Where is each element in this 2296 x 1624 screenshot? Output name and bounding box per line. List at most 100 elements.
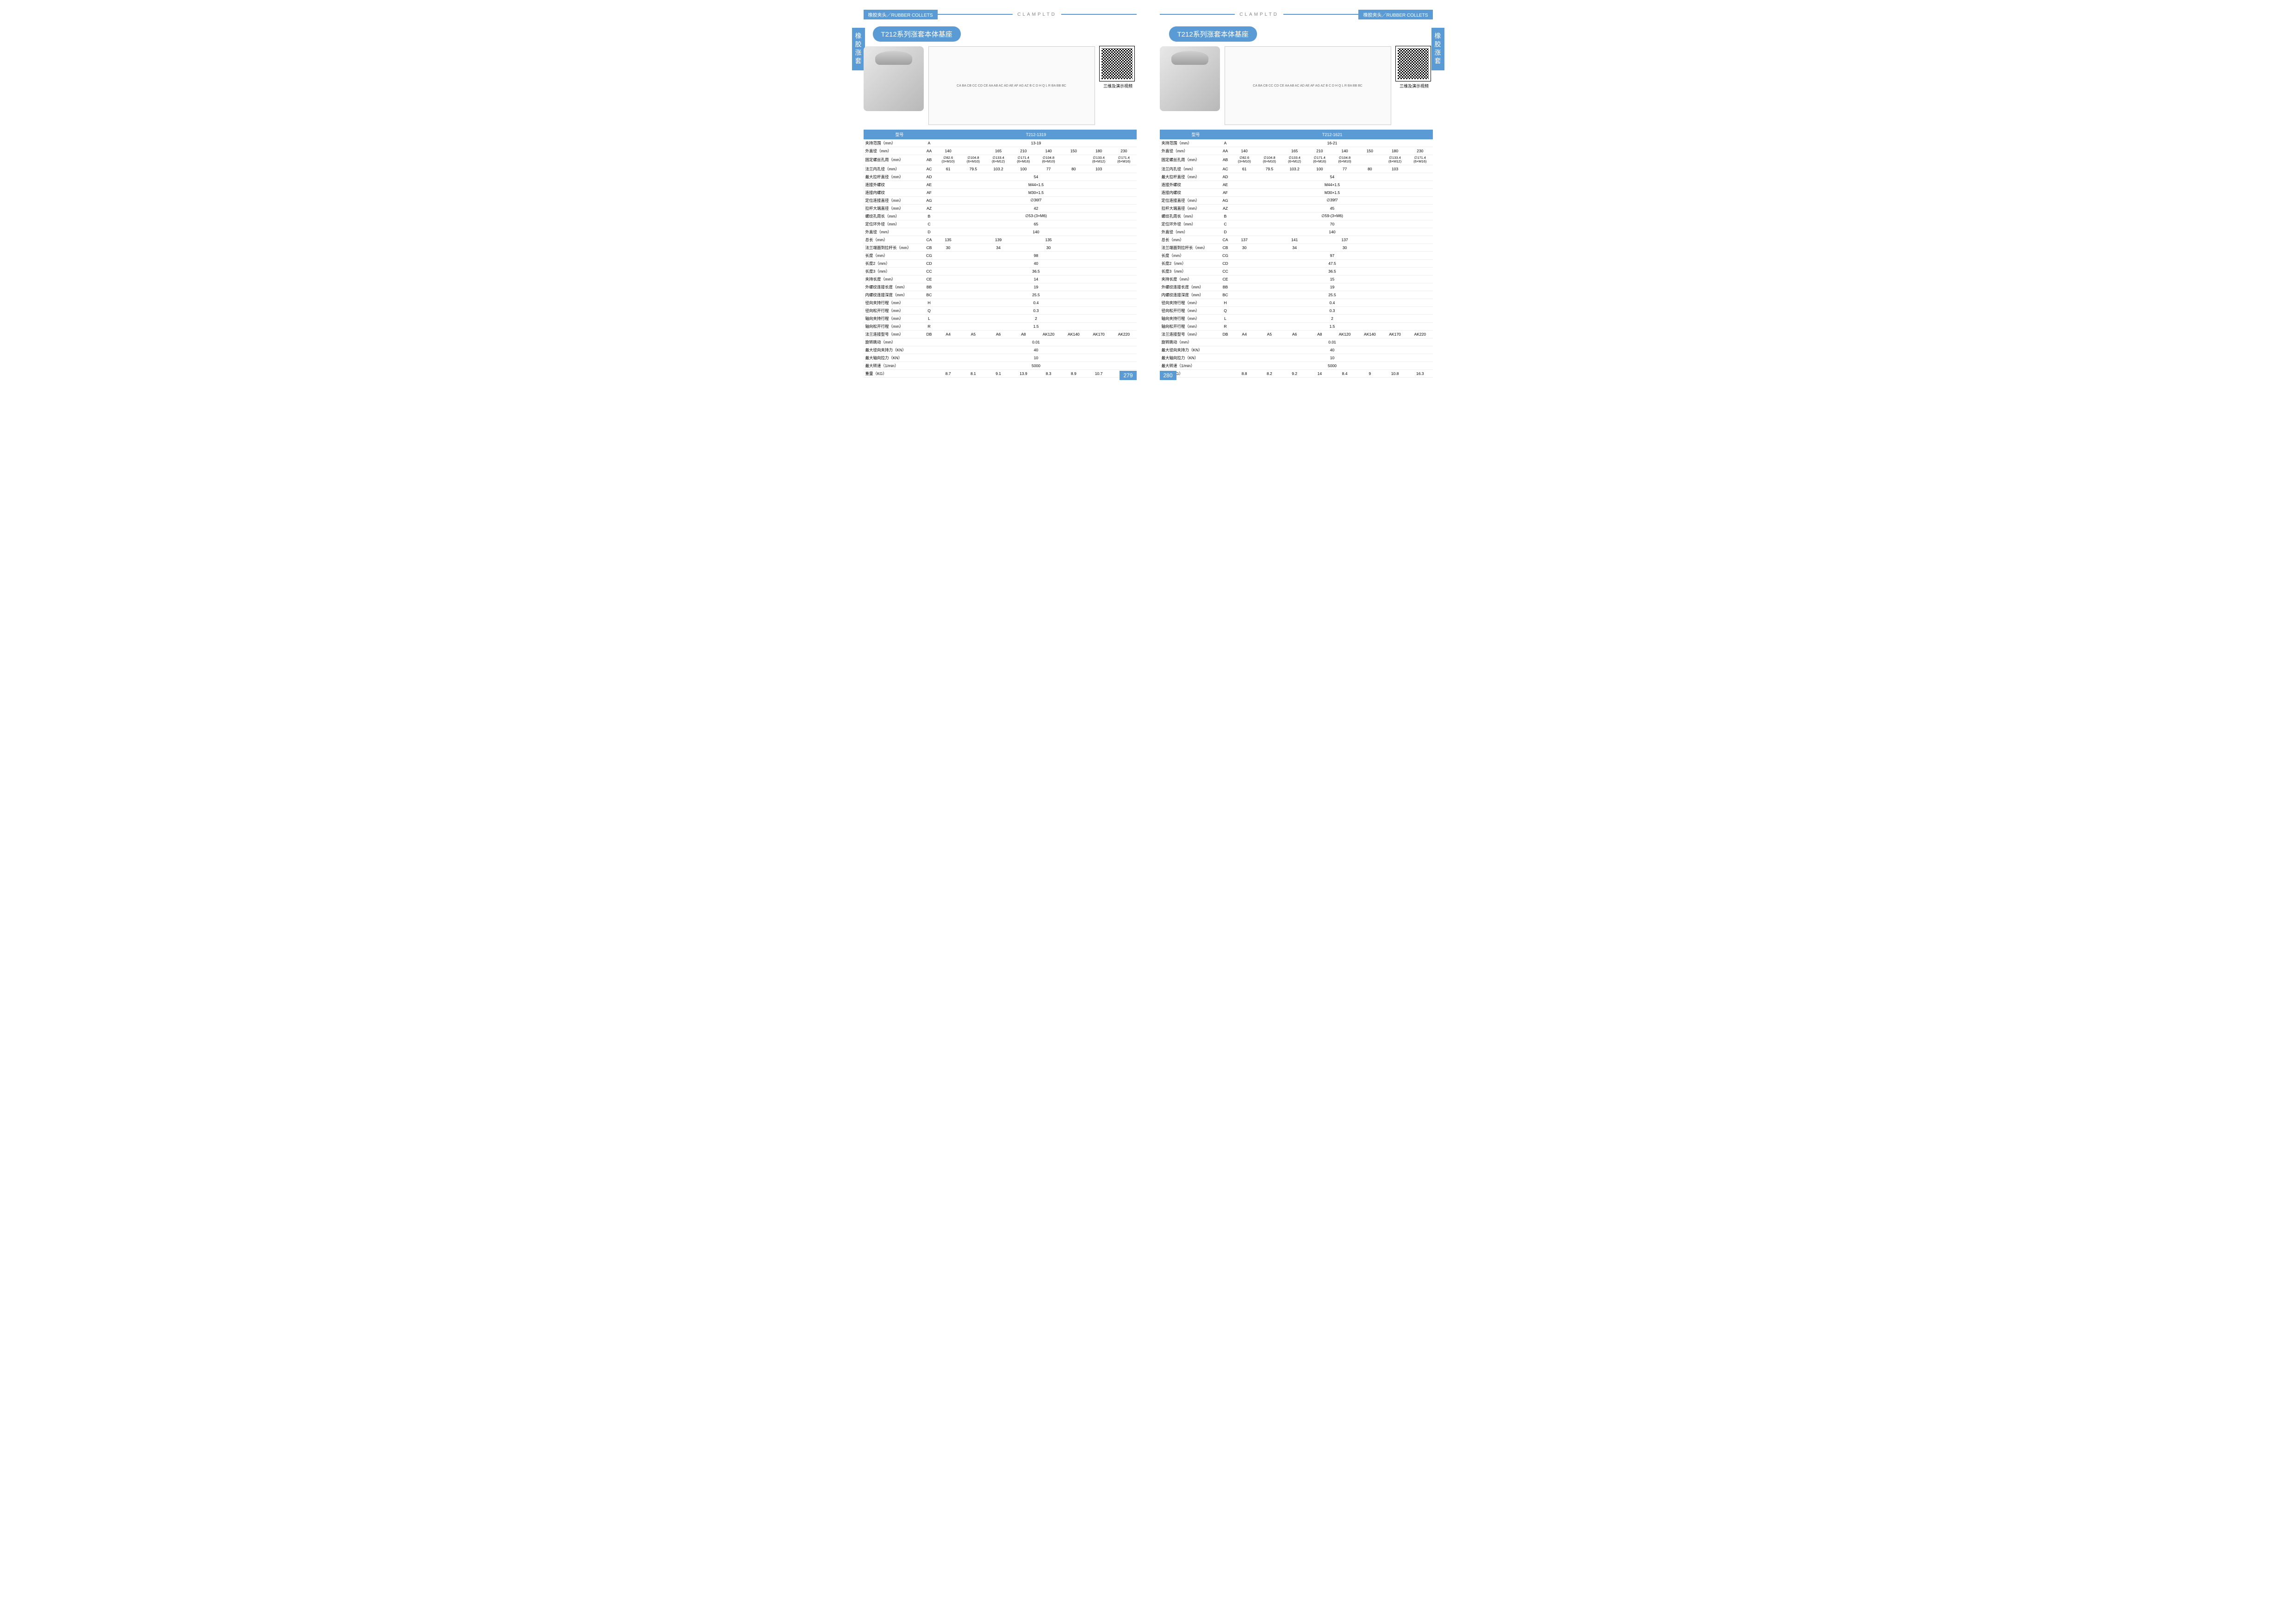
cell: 40 (936, 346, 1137, 354)
cell: ∅59-(3×M6) (1232, 212, 1433, 220)
cell: 34 (1282, 244, 1307, 251)
cell: 70 (1232, 220, 1433, 228)
row-label: 长度（mm） (864, 251, 923, 259)
cell: 13.9 (1011, 369, 1036, 377)
technical-diagram: CA BA CB CC CD CE AA AB AC AD AE AF AG A… (928, 46, 1095, 125)
cell: ∅53-(3×M6) (936, 212, 1137, 220)
cell (1061, 244, 1086, 251)
row-label: 法兰端面到拉杆长（mm） (864, 244, 923, 251)
cell: 36.5 (936, 267, 1137, 275)
side-tab: 橡胶涨套 (1431, 28, 1444, 70)
cell: 103 (1382, 165, 1407, 173)
row-code: A (1219, 139, 1232, 147)
th-model: 型号 (864, 130, 936, 139)
row-code: AC (1219, 165, 1232, 173)
cell: 30 (1036, 244, 1061, 251)
cell (1357, 236, 1382, 244)
row-code: CC (923, 267, 936, 275)
cell: M44×1.5 (936, 181, 1137, 188)
cell: ​ (1061, 155, 1086, 165)
section-title: T212系列涨套本体基座 (1169, 26, 1257, 42)
cell: 150 (1357, 147, 1382, 155)
row-label: 定位环外径（mm） (1160, 220, 1219, 228)
row-code: BB (1219, 283, 1232, 291)
row-code: AD (923, 173, 936, 181)
row-code: H (1219, 299, 1232, 306)
cell: ∅133.4(6×M12) (1086, 155, 1111, 165)
row-code: Q (923, 306, 936, 314)
page-279: 橡胶夹头／RUBBER COLLETS CLAMPLTD 橡胶涨套 T212系列… (852, 0, 1148, 382)
row-code: AC (923, 165, 936, 173)
cell: A8 (1011, 330, 1036, 338)
cell: 0.4 (1232, 299, 1433, 306)
cell: ∅104.8(6×M10) (1036, 155, 1061, 165)
cell: ∅171.4(6×M16) (1407, 155, 1432, 165)
cell (1407, 165, 1432, 173)
qr-label: 三维及演示视频 (1100, 83, 1137, 89)
cell: 8.1 (961, 369, 986, 377)
row-label: 连接内螺纹 (1160, 188, 1219, 196)
spec-table-right: 型号 T212-1621 夹持范围（mm）A16-21外直径（mm）AA1401… (1160, 130, 1433, 378)
product-render (864, 46, 924, 111)
cell: AK120 (1036, 330, 1061, 338)
row-label: 最大径向夹持力（KN） (864, 346, 923, 354)
cell (1307, 236, 1332, 244)
cell: 19 (936, 283, 1137, 291)
cell: 140 (1232, 147, 1257, 155)
row-code: B (923, 212, 936, 220)
row-code: AA (923, 147, 936, 155)
row-label: 径向夹持行程（mm） (864, 299, 923, 306)
row-label: 径向夹持行程（mm） (1160, 299, 1219, 306)
cell: 103 (1086, 165, 1111, 173)
cell: 13-19 (936, 139, 1137, 147)
row-code: CC (1219, 267, 1232, 275)
technical-diagram: CA BA CB CC CD CE AA AB AC AD AE AF AG A… (1225, 46, 1391, 125)
row-code (923, 338, 936, 346)
row-label: 定位环外径（mm） (864, 220, 923, 228)
cell: 40 (1232, 346, 1433, 354)
cell: 0.3 (936, 306, 1137, 314)
cell: 137 (1232, 236, 1257, 244)
qr-code (1396, 46, 1431, 81)
row-code: CA (923, 236, 936, 244)
cell (1357, 244, 1382, 251)
row-code: AE (1219, 181, 1232, 188)
cell: 140 (1332, 147, 1357, 155)
row-label: 外直径（mm） (864, 147, 923, 155)
row-label: 夹持范围（mm） (864, 139, 923, 147)
row-label: 法兰端面到拉杆长（mm） (1160, 244, 1219, 251)
cell: AK170 (1086, 330, 1111, 338)
cell (1086, 244, 1111, 251)
row-label: 螺纹孔周长（mm） (1160, 212, 1219, 220)
cell: 19 (1232, 283, 1433, 291)
row-label: 内螺纹连接深度（mm） (864, 291, 923, 299)
cell: ∅82.6(3×M10) (1232, 155, 1257, 165)
cell: 8.2 (1257, 369, 1282, 377)
cell: M30×1.5 (1232, 188, 1433, 196)
row-label: 最大径向夹持力（KN） (1160, 346, 1219, 354)
row-code: AZ (923, 204, 936, 212)
row-label: 最大转速（1/min） (864, 362, 923, 369)
row-label: 定位连接直径（mm） (864, 196, 923, 204)
cell: ∅104.8(6×M10) (1257, 155, 1282, 165)
cell: 140 (936, 228, 1137, 236)
cell: 8.8 (1232, 369, 1257, 377)
cell: 100 (1011, 165, 1036, 173)
row-label: 外螺纹连接长度（mm） (1160, 283, 1219, 291)
cell: 42 (936, 204, 1137, 212)
qr-block: 三维及演示视频 (1100, 46, 1137, 89)
qr-code (1100, 46, 1134, 81)
cell: 10.8 (1382, 369, 1407, 377)
th-model-id: T212-1319 (936, 130, 1137, 139)
cell (961, 236, 986, 244)
cell: 135 (936, 236, 961, 244)
row-label: 径向松开行程（mm） (1160, 306, 1219, 314)
figure-row: CA BA CB CC CD CE AA AB AC AD AE AF AG A… (864, 46, 1137, 125)
cell: 8.4 (1332, 369, 1357, 377)
row-label: 法兰连接型号（mm） (1160, 330, 1219, 338)
cell (1382, 244, 1407, 251)
row-code: R (1219, 322, 1232, 330)
row-code: AD (1219, 173, 1232, 181)
cell (961, 147, 986, 155)
row-code: B (1219, 212, 1232, 220)
